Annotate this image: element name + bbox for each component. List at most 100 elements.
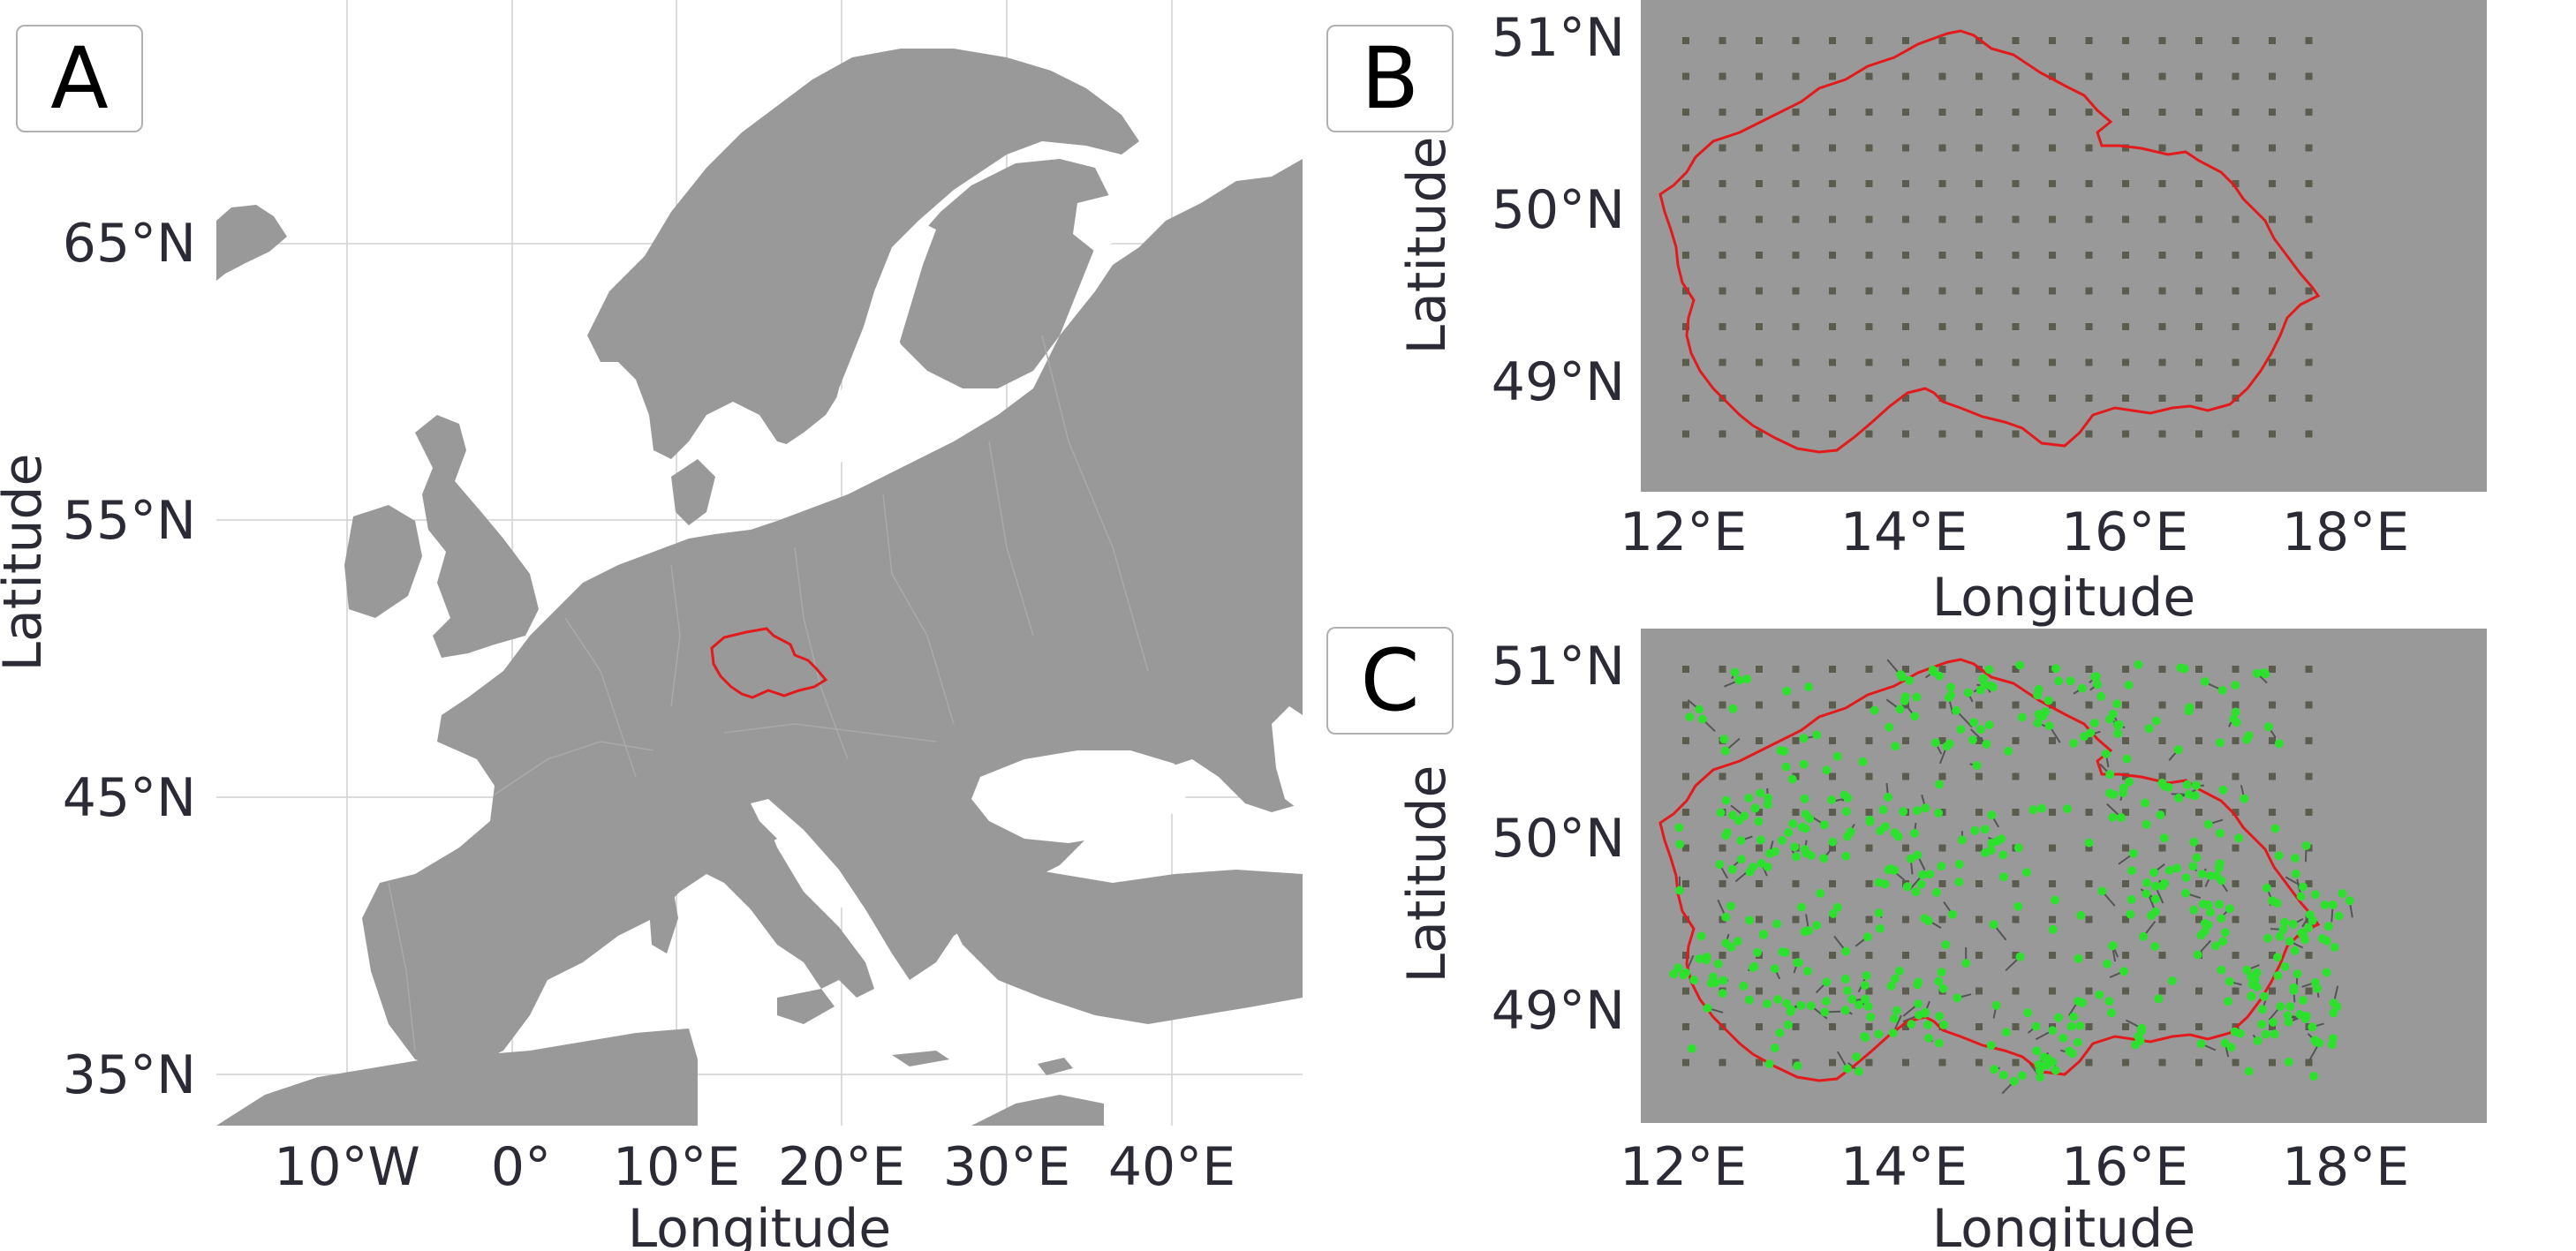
station-point xyxy=(1784,828,1794,837)
grid-point xyxy=(1975,880,1983,887)
grid-point xyxy=(1829,737,1836,744)
grid-point xyxy=(1719,844,1726,852)
station-point xyxy=(1852,1052,1862,1062)
station-point xyxy=(2189,905,2199,915)
station-point xyxy=(1957,835,1967,845)
station-point xyxy=(1822,765,1832,775)
station-point xyxy=(1715,860,1725,870)
panel-b-y-ticks: 51°N 50°N 49°N xyxy=(1492,7,1625,413)
grid-point xyxy=(1829,144,1836,152)
station-point xyxy=(1886,981,1896,991)
station-point xyxy=(1860,981,1870,990)
station-point xyxy=(2127,894,2136,904)
station-point xyxy=(1954,859,1964,869)
station-point xyxy=(1673,963,1683,973)
panel-a-y-axis-label: Latitude xyxy=(0,454,54,672)
station-point xyxy=(2080,732,2089,742)
station-point xyxy=(2157,881,2167,891)
station-point xyxy=(2262,883,2271,893)
grid-point xyxy=(1829,952,1836,959)
grid-point xyxy=(1792,1023,1800,1030)
station-point xyxy=(1736,836,1746,846)
panel-b-x-ticks: 12°E 14°E 16°E 18°E xyxy=(1620,501,2409,563)
grid-point xyxy=(1902,1023,1909,1030)
grid-point xyxy=(2232,987,2240,995)
grid-point xyxy=(2122,72,2129,80)
grid-point xyxy=(2085,109,2093,116)
station-point xyxy=(2159,833,2169,843)
grid-point xyxy=(2195,37,2202,44)
station-point xyxy=(1969,718,1979,727)
station-point xyxy=(1800,794,1809,803)
station-point xyxy=(2038,712,2048,721)
station-point xyxy=(1998,850,2008,860)
station-point xyxy=(2004,746,2013,756)
station-point xyxy=(1695,705,1704,714)
landmass-sicily xyxy=(777,989,835,1024)
grid-point xyxy=(2085,880,2093,887)
grid-point xyxy=(2269,395,2276,402)
grid-point xyxy=(1719,109,1726,116)
grid-point xyxy=(1792,987,1800,995)
station-point xyxy=(2273,971,2283,981)
station-point xyxy=(2128,848,2138,858)
station-point xyxy=(1870,705,1879,715)
station-point xyxy=(1840,1006,1850,1015)
station-point xyxy=(1862,932,1872,942)
station-point xyxy=(1866,1013,1876,1021)
grid-point xyxy=(1829,72,1836,80)
czech-border-c xyxy=(1658,658,2321,1082)
grid-point xyxy=(1792,358,1800,366)
grid-point xyxy=(2085,358,2093,366)
grid-point xyxy=(2049,109,2056,116)
station-point xyxy=(1763,862,1772,871)
station-point xyxy=(2091,672,2101,682)
station-point xyxy=(2308,1022,2317,1032)
station-point xyxy=(1874,1029,1884,1039)
grid-point xyxy=(2305,666,2313,673)
landmass-denmark xyxy=(671,459,715,525)
grid-point xyxy=(2269,701,2276,709)
station-point xyxy=(1778,835,1787,845)
station-point xyxy=(1847,994,1857,1004)
grid-point xyxy=(1719,323,1726,330)
grid-point xyxy=(2305,109,2313,116)
station-point xyxy=(2141,798,2150,808)
grid-point xyxy=(2085,144,2093,152)
station-point xyxy=(2280,961,2290,971)
grid-point xyxy=(1792,323,1800,330)
grid-point xyxy=(2305,952,2313,959)
station-point xyxy=(1669,969,1679,979)
station-point xyxy=(1911,887,1921,897)
grid-point xyxy=(2305,144,2313,152)
station-point xyxy=(2242,735,2251,744)
station-point xyxy=(2069,738,2079,748)
grid-point xyxy=(2232,37,2240,44)
station-point xyxy=(2097,886,2107,896)
grid-point xyxy=(2232,809,2240,816)
station-point xyxy=(1750,803,1760,813)
grid-point xyxy=(1975,144,1983,152)
grid-point xyxy=(2012,1023,2020,1030)
station-point xyxy=(1998,1070,2008,1080)
station-point xyxy=(1804,926,1813,936)
grid-point xyxy=(1865,215,1873,223)
station-point xyxy=(2247,980,2257,989)
station-point xyxy=(1674,823,1684,833)
station-point xyxy=(1730,667,1740,677)
grid-point xyxy=(2122,323,2129,330)
grid-point xyxy=(2122,1023,2129,1030)
grid-point xyxy=(2232,287,2240,295)
station-point xyxy=(1744,794,1754,803)
grid-point xyxy=(2085,844,2093,852)
station-point xyxy=(2089,719,2099,727)
landmass-finland xyxy=(883,159,1113,388)
grid-point xyxy=(2158,1059,2166,1066)
station-point xyxy=(1726,901,1735,911)
station-point xyxy=(2062,804,2072,814)
grid-point xyxy=(1938,252,1946,259)
grid-point xyxy=(2269,737,2276,744)
station-point xyxy=(2301,840,2311,850)
landmass-north-africa-east xyxy=(971,1095,1104,1126)
station-point xyxy=(2272,899,2282,908)
